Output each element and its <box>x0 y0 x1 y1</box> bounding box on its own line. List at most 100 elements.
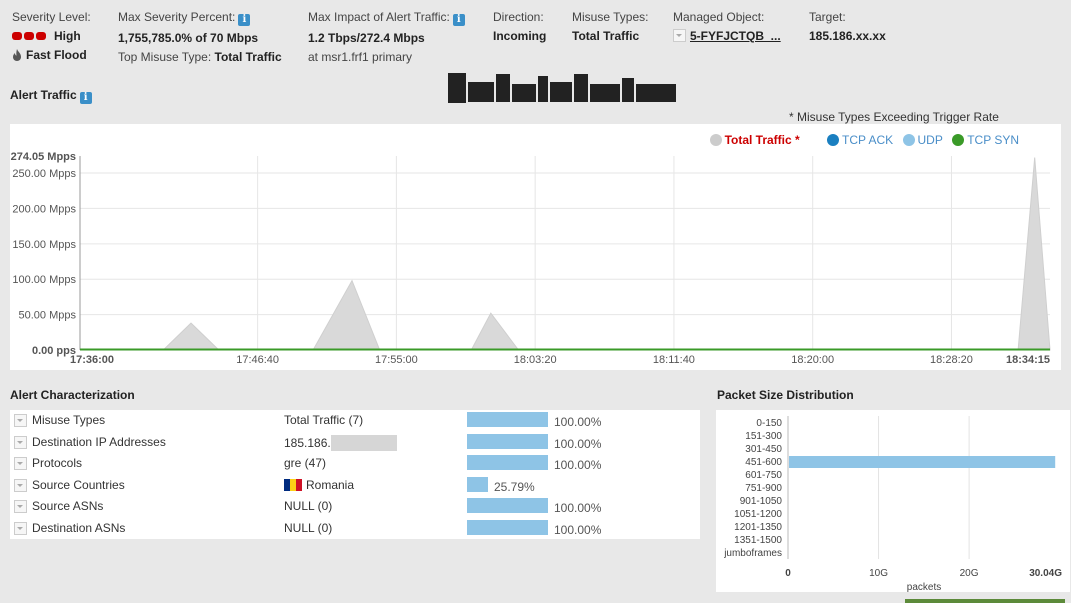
row-name: Misuse Types <box>32 413 106 427</box>
row-value: NULL (0) <box>284 499 332 513</box>
row-value-text: NULL (0) <box>284 499 333 513</box>
info-icon[interactable]: i <box>79 92 92 104</box>
alert-characterization-title: Alert Characterization <box>10 388 135 402</box>
row-expand-dropdown[interactable] <box>14 500 27 513</box>
max-severity-value: 1,755,785.0% of 70 Mbps <box>118 31 259 45</box>
legend-item-tcp-ack[interactable]: TCP ACK <box>827 133 893 147</box>
row-value: Romania <box>284 478 354 492</box>
row-expand-dropdown[interactable] <box>14 414 27 427</box>
direction-label: Direction: <box>493 10 544 24</box>
x-tick-label: 18:34:15 <box>1006 354 1050 366</box>
category-label: 1351-1500 <box>734 535 782 546</box>
row-expand-dropdown[interactable] <box>14 435 27 449</box>
managed-object-dropdown[interactable] <box>673 29 686 42</box>
x-tick-label: 18:11:40 <box>653 354 695 366</box>
category-label: 0-150 <box>756 418 782 429</box>
row-expand-dropdown[interactable] <box>14 478 27 492</box>
row-name: Protocols <box>32 456 83 470</box>
row-value-text: Total Traffic (7) <box>284 413 364 427</box>
row-percent-bar <box>467 433 548 449</box>
row-name: Destination ASNs <box>32 520 126 535</box>
max-impact-value: 1.2 Tbps/272.4 Mbps <box>308 31 425 45</box>
trigger-note-text: * Misuse Types Exceeding Trigger Rate <box>789 110 999 124</box>
severity-sub-row: Fast Flood <box>12 48 91 62</box>
target-block: Target: 185.186.xx.xx <box>809 10 886 43</box>
row-percent: 100.00% <box>554 458 602 472</box>
managed-object-row: 5-FYFJCTQB_... <box>673 29 781 43</box>
row-percent-bar <box>467 455 548 470</box>
x-tick-label: 20G <box>960 568 979 579</box>
alert-characterization-panel: Misuse Types Total Traffic (7) 100.00% Dest… <box>10 410 700 539</box>
max-impact-block: Max Impact of Alert Traffic: i 1.2 Tbps/2… <box>308 10 465 64</box>
row-expand-dropdown[interactable] <box>14 457 27 470</box>
series-area-total-traffic <box>80 157 1051 351</box>
direction-value: Incoming <box>493 29 547 43</box>
managed-object-link[interactable]: 5-FYFJCTQB_... <box>690 29 781 43</box>
romania-flag-icon <box>284 478 302 491</box>
y-tick-label: 200.00 Mpps <box>12 203 76 215</box>
characterization-row: Destination ASNs NULL (0) 100.00% <box>10 518 700 539</box>
row-percent: 100.00% <box>554 501 602 515</box>
row-percent: 100.00% <box>554 522 602 537</box>
category-label: jumboframes <box>723 548 782 559</box>
severity-block: Severity Level: High Fast Flood <box>12 10 91 62</box>
x-tick-label: 0 <box>785 568 791 579</box>
severity-value: High <box>54 29 81 43</box>
row-value-text: Romania <box>306 477 355 492</box>
misuse-types-label: Misuse Types: <box>572 10 649 24</box>
characterization-row: Source Countries Romania 25.79% <box>10 475 700 496</box>
row-percent-bar <box>467 412 548 427</box>
flame-icon <box>13 49 21 61</box>
target-value: 185.186.xx.xx <box>809 29 886 43</box>
severity-dot-icon <box>36 32 46 40</box>
legend-item-total-traffic[interactable]: Total Traffic * <box>709 133 800 147</box>
legend-dot-icon <box>952 134 965 146</box>
action-button[interactable] <box>905 599 1065 603</box>
row-percent: 100.00% <box>554 415 602 429</box>
x-tick-label: 18:28:20 <box>930 354 973 366</box>
severity-value-row: High <box>12 29 91 43</box>
row-name: Source ASNs <box>32 499 104 513</box>
x-tick-label: 18:03:20 <box>514 354 557 366</box>
characterization-row: Protocols gre (47) 100.00% <box>10 453 700 474</box>
trigger-note: * Misuse Types Exceeding Trigger Rate <box>789 110 999 124</box>
legend-item-udp[interactable]: UDP <box>902 133 943 147</box>
max-impact-label: Max Impact of Alert Traffic: <box>308 10 450 24</box>
row-percent-bar <box>467 519 548 535</box>
top-misuse-row: Top Misuse Type: Total Traffic <box>118 50 282 64</box>
row-name: Source Countries <box>32 477 125 492</box>
category-label: 1051-1200 <box>734 509 782 520</box>
row-expand-dropdown[interactable] <box>14 521 27 535</box>
packet-size-chart: 0-150 151-300 301-450 451-600 601-750 751-900… <box>723 416 1062 593</box>
severity-dot-icon <box>12 32 22 40</box>
watermark-logo <box>446 70 680 104</box>
legend-item-tcp-syn[interactable]: TCP SYN <box>952 133 1019 147</box>
alert-traffic-title-row: Alert Traffic i <box>10 88 92 104</box>
chart-legend: Total Traffic * TCP ACK UDP TCP SYN <box>704 133 1019 149</box>
watermark <box>446 70 680 104</box>
y-tick-label: 100.00 Mpps <box>12 274 76 286</box>
info-icon[interactable]: i <box>238 14 251 26</box>
severity-label: Severity Level: <box>12 10 91 24</box>
redacted-block <box>330 434 397 451</box>
category-label: 151-300 <box>745 431 782 442</box>
misuse-types-value: Total Traffic <box>572 29 640 43</box>
x-axis-label: packets <box>907 582 941 592</box>
alert-traffic-panel: Total Traffic * TCP ACK UDP TCP SYN 0.00… <box>10 124 1061 370</box>
max-severity-block: Max Severity Percent: i 1,755,785.0% of 7… <box>118 10 282 64</box>
y-tick-label: 0.00 pps <box>32 345 76 357</box>
row-percent-bar <box>467 476 488 492</box>
x-tick-label: 10G <box>869 568 888 579</box>
info-icon[interactable]: i <box>452 14 465 26</box>
target-label: Target: <box>809 10 846 24</box>
top-misuse-label: Top Misuse Type: <box>118 50 212 64</box>
legend-label: Total Traffic * <box>724 133 800 147</box>
legend-dot-icon <box>827 134 840 146</box>
row-percent: 100.00% <box>554 436 602 451</box>
characterization-row: Misuse Types Total Traffic (7) 100.00% <box>10 410 700 431</box>
legend-label: TCP SYN <box>967 133 1019 147</box>
packet-size-title: Packet Size Distribution <box>717 388 854 402</box>
y-tick-label: 250.00 Mpps <box>12 168 76 180</box>
row-value-text: gre (47) <box>284 456 327 470</box>
max-impact-sub: at msr1.frf1 primary <box>308 50 413 64</box>
